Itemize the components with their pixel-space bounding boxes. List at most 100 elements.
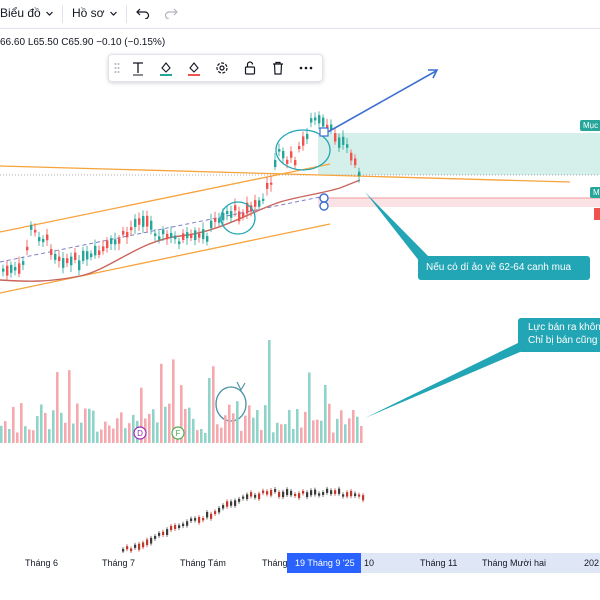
time-axis-future-shade [361,553,600,573]
text-tool-icon[interactable] [127,58,149,78]
candle-body [142,215,145,227]
indicator-bar [122,548,125,552]
indicator-bar [214,511,217,515]
volume-bar [152,409,155,443]
volume-bar [80,422,83,443]
volume-bar [248,405,251,443]
profile-menu-label: Hồ sơ [72,6,105,20]
candle-body [190,234,193,239]
volume-bar [140,387,143,443]
volume-bar [24,426,27,443]
price-chart[interactable]: D F [0,0,600,553]
anchor-handle[interactable] [319,127,329,137]
volume-bar [272,432,275,443]
volume-bar [52,410,55,443]
indicator-bar [282,491,285,498]
candle-body [306,133,309,140]
more-icon[interactable] [295,58,317,78]
indicator-bar [194,518,197,521]
volume-bar [340,410,343,443]
volume-bar [356,416,359,443]
volume-highlight-ellipse[interactable] [215,386,247,422]
arrow-head [428,69,439,79]
candle-body [258,200,261,207]
volume-bar [344,424,347,443]
candle-body [226,211,229,215]
candle-body [354,158,357,166]
candle-body [166,233,169,240]
candle-body [214,218,217,222]
volume-bar [164,406,167,443]
volume-bar [240,430,243,443]
indicator-bar [142,542,145,548]
indicator-bar [338,488,341,494]
volume-bar [332,432,335,443]
annotation-callout[interactable]: Nếu có dí ảo về 62-64 canh mua [418,256,590,280]
candle-body [342,136,345,145]
settings-icon[interactable] [211,58,233,78]
indicator-series[interactable] [122,486,365,553]
profile-menu-button[interactable]: Hồ sơ [72,6,118,20]
volume-bar [20,403,23,443]
indicator-bar [310,490,313,496]
volume-bar [84,408,87,443]
volume-bar [100,429,103,443]
indicator-bar [254,494,257,498]
volume-bar [60,412,63,443]
volume-bar [40,404,43,443]
annotation-callout[interactable]: Lực bán ra khôn Chỉ bị bán cũng [518,318,600,352]
target-zone[interactable] [318,133,600,175]
drag-handle-icon[interactable] [111,58,123,78]
trash-icon[interactable] [267,58,289,78]
fill-color-icon[interactable] [155,58,177,78]
indicator-bar [206,511,209,518]
channel-lower-line[interactable] [0,223,331,294]
volume-series[interactable] [0,340,363,443]
moving-average-line[interactable] [0,179,361,282]
candle-body [6,265,9,276]
candle-body [210,220,213,228]
chart-menu-button[interactable]: Biểu đồ [0,6,54,20]
projection-arrow[interactable] [325,70,437,134]
horizontal-trendline[interactable] [0,165,571,183]
candle-body [302,136,305,146]
dividend-marker[interactable] [133,426,147,440]
candle-body [22,261,25,265]
channel-upper-line[interactable] [0,163,331,233]
candle-body [146,215,149,227]
anchor-handle[interactable] [319,193,329,203]
indicator-bar [342,494,345,497]
line-color-icon[interactable] [183,58,205,78]
redo-button[interactable] [164,7,178,19]
undo-button[interactable] [136,7,150,19]
indicator-bar [246,494,249,499]
candle-body [122,230,125,235]
ohlc-legend: 66.60 L65.50 C65.90 −0.10 (−0.15%) [0,37,165,48]
indicator-bar [314,489,317,495]
volume-bar [236,401,239,443]
candle-body [158,236,161,240]
indicator-bar [210,513,213,519]
undo-icon [136,7,150,19]
volume-bar [244,415,247,443]
financial-marker[interactable] [171,426,185,440]
candle-body [82,250,85,261]
candle-body [330,124,333,131]
candle-body [178,241,181,245]
time-axis[interactable]: 19 Tháng 9 '25 Tháng 6 Tháng 7 Tháng Tám… [0,553,600,573]
lock-icon[interactable] [239,58,261,78]
stop-zone[interactable] [318,198,600,207]
candle-body [46,234,49,241]
volume-bar [252,417,255,443]
candle-body [118,238,121,244]
indicator-bar [230,501,233,506]
anchor-handle[interactable] [319,201,329,211]
channel-mid-line[interactable] [0,195,326,263]
indicator-bar [218,507,221,513]
highlight-ellipse[interactable] [220,201,256,235]
indicator-bar [330,490,333,495]
indicator-bar [318,493,321,496]
volume-bar [200,428,203,443]
highlight-ellipse[interactable] [275,129,331,171]
volume-bar [264,405,267,443]
